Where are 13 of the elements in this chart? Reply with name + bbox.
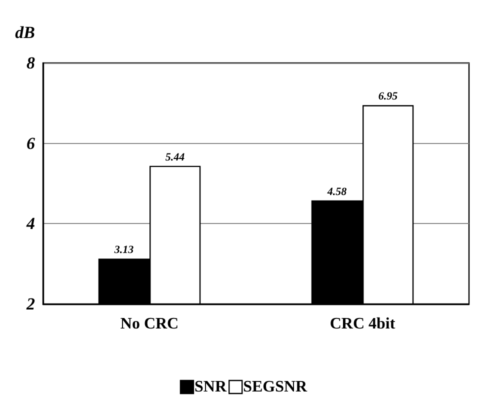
y-tick-label: 2	[26, 294, 36, 314]
legend-label: SEGSNR	[243, 378, 308, 396]
data-label: 6.95	[378, 90, 398, 103]
data-label: 5.44	[165, 151, 186, 164]
data-label: 3.13	[113, 244, 134, 256]
x-tick-label: CRC 4bit	[330, 316, 396, 332]
y-tick-label: 6	[26, 134, 36, 153]
legend-label: SNR	[194, 378, 227, 396]
data-label: 4.58	[326, 186, 348, 198]
y-tick-label: 4	[26, 214, 35, 234]
y-tick-label: 8	[26, 54, 36, 72]
y-axis-title: dB	[15, 23, 35, 42]
x-tick-label: No CRC	[120, 316, 179, 332]
